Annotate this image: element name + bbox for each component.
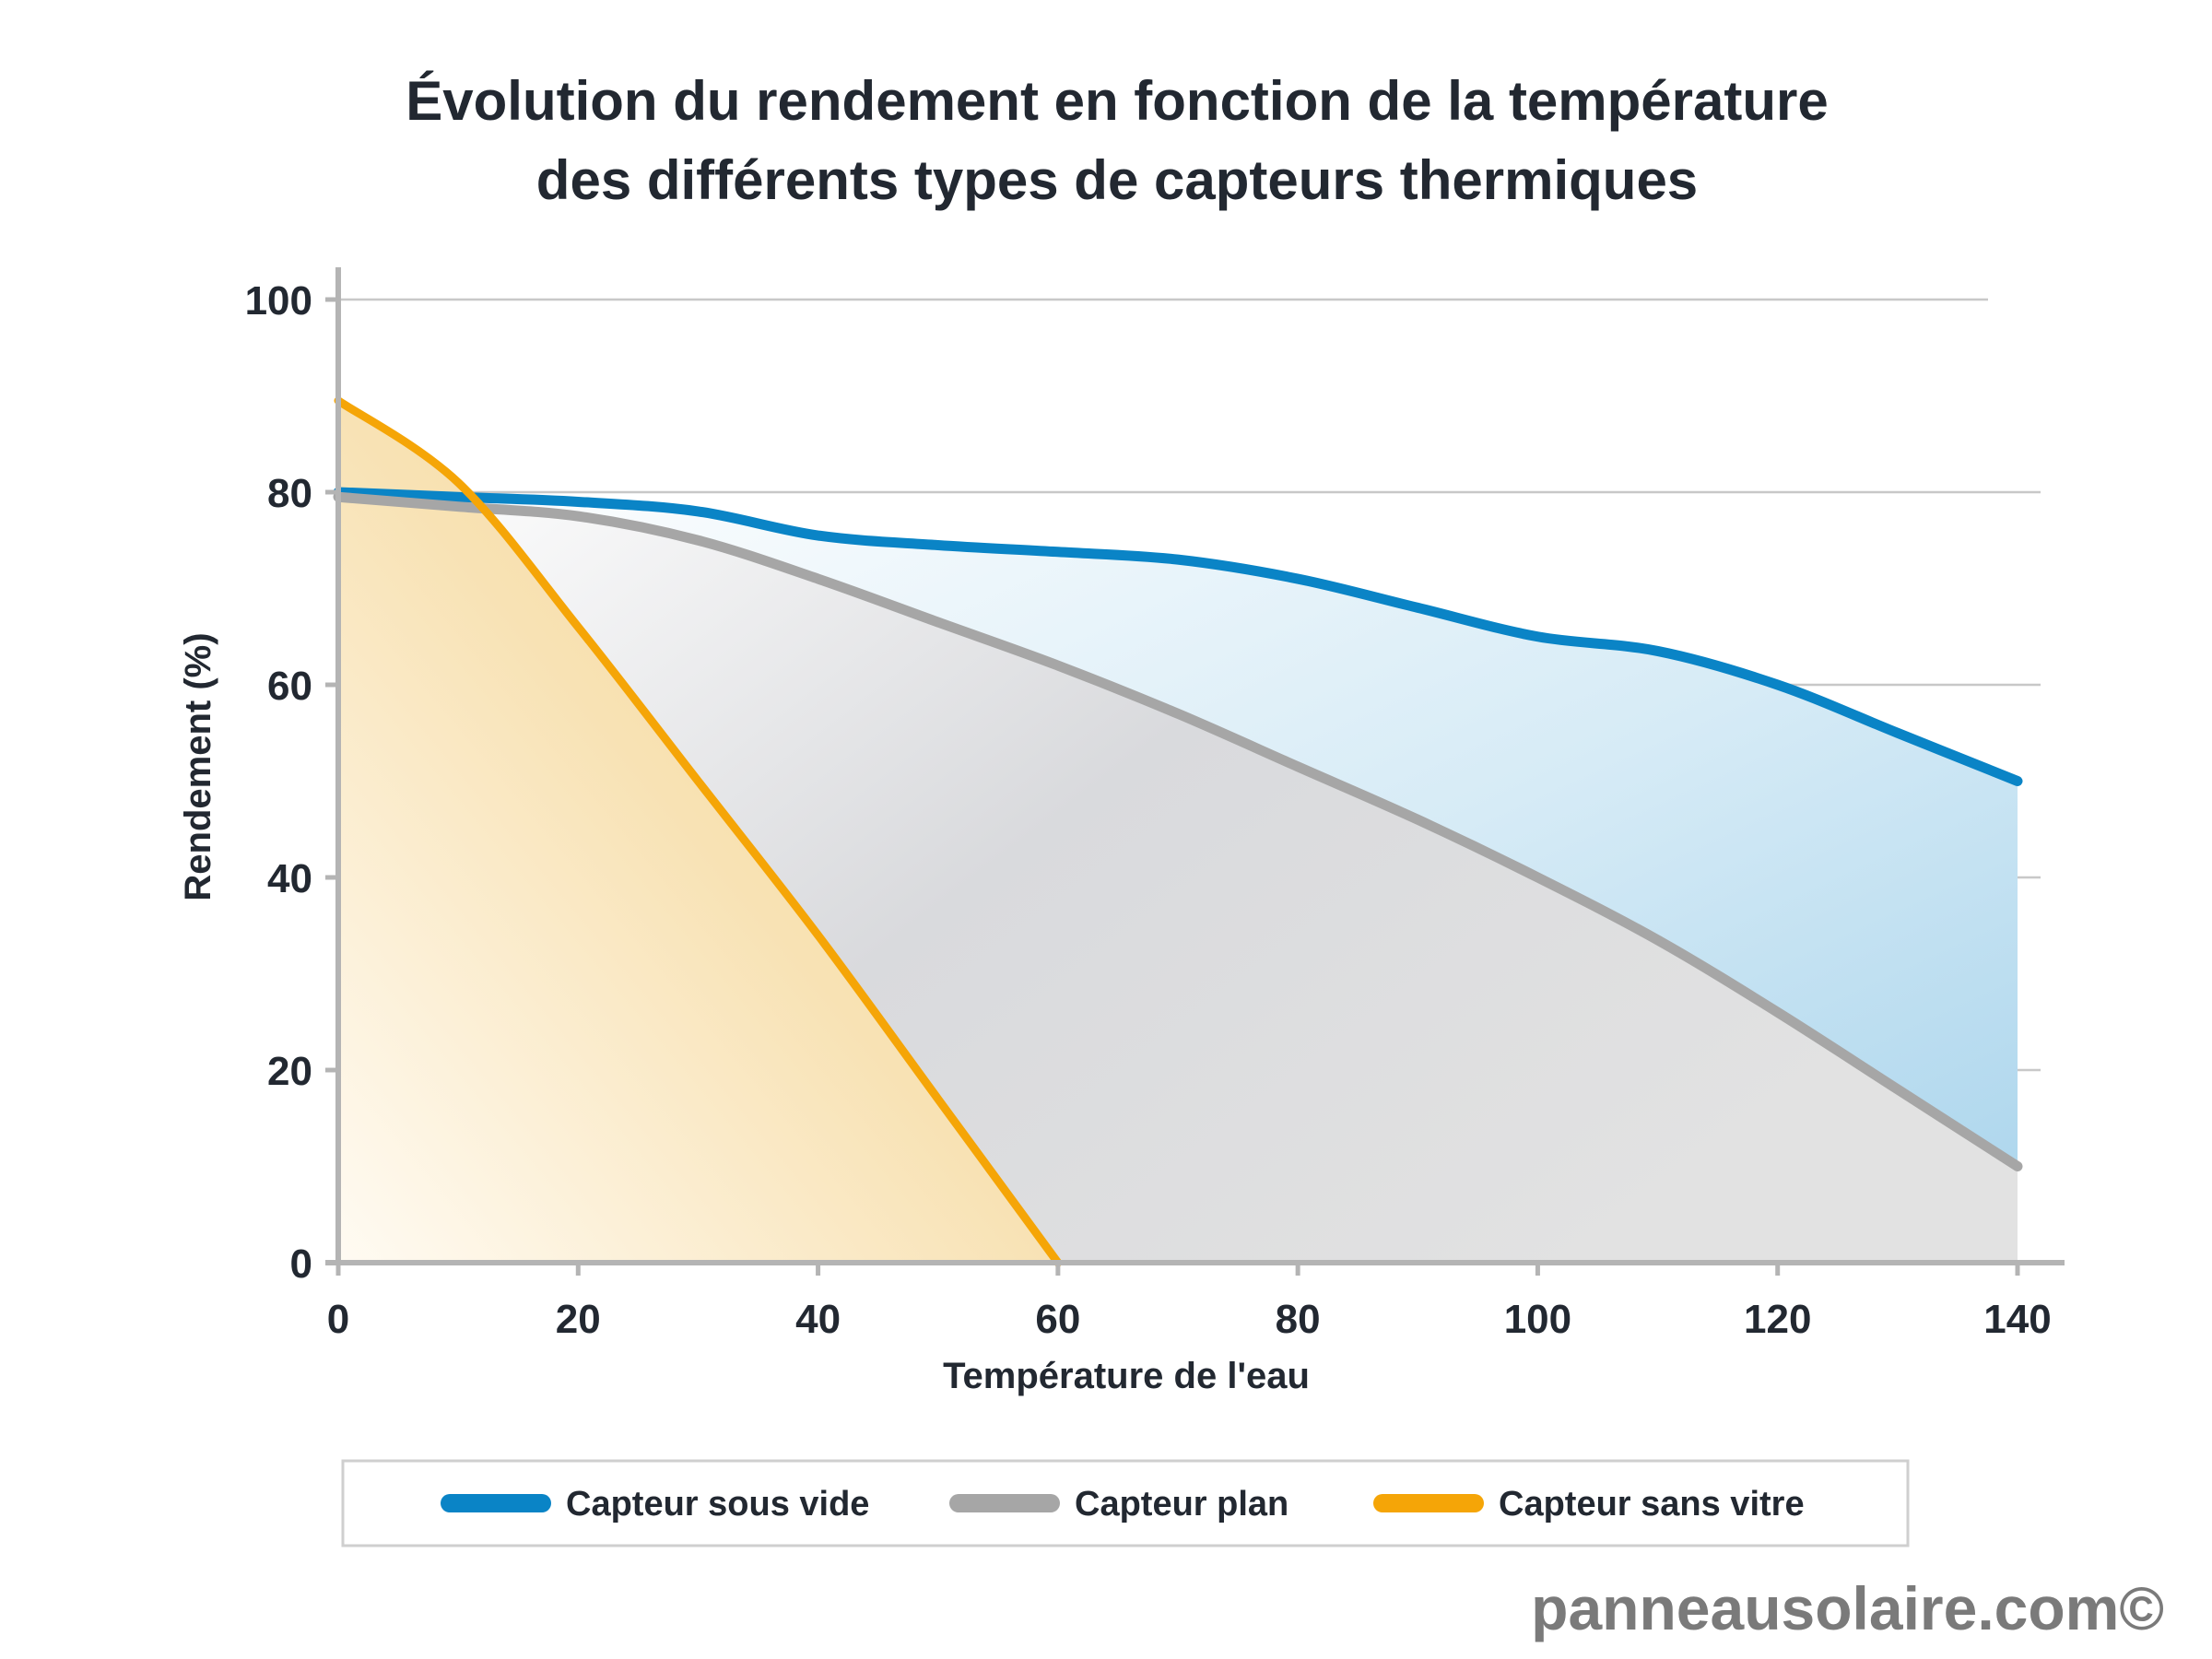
- x-tick-label: 20: [556, 1297, 601, 1342]
- x-tick-label: 60: [1035, 1297, 1080, 1342]
- x-tick-label: 0: [327, 1297, 349, 1342]
- x-tick-label: 120: [1744, 1297, 1811, 1342]
- y-tick-label: 60: [267, 664, 312, 709]
- watermark: panneausolaire.com©: [1531, 1574, 2164, 1642]
- y-tick-label: 100: [245, 278, 312, 324]
- x-tick-label: 100: [1504, 1297, 1571, 1342]
- legend-box: [341, 1459, 1910, 1547]
- y-tick-label: 0: [290, 1241, 312, 1287]
- area-capteur-sans-vitre: [338, 400, 1058, 1264]
- x-tick-label: 80: [1276, 1297, 1321, 1342]
- y-tick-label: 80: [267, 471, 312, 516]
- x-tick-label: 40: [795, 1297, 841, 1342]
- line-capteur-plan: [333, 491, 2023, 1171]
- x-tick-label: 140: [1983, 1297, 2051, 1342]
- x-axis-label: Température de l'eau: [943, 1356, 1310, 1396]
- chart-title: des différents types de capteurs thermiq…: [536, 149, 1698, 211]
- y-tick-label: 40: [267, 856, 312, 901]
- legend-label-capteur-sans-vitre: Capteur sans vitre: [1499, 1485, 1805, 1524]
- legend-label-capteur-sous-vide: Capteur sous vide: [566, 1485, 869, 1524]
- legend-label-capteur-plan: Capteur plan: [1075, 1485, 1288, 1524]
- chart-title: Évolution du rendement en fonction de la…: [406, 70, 1829, 132]
- y-axis-label: Rendement (%): [178, 632, 218, 900]
- y-tick-label: 20: [267, 1049, 312, 1094]
